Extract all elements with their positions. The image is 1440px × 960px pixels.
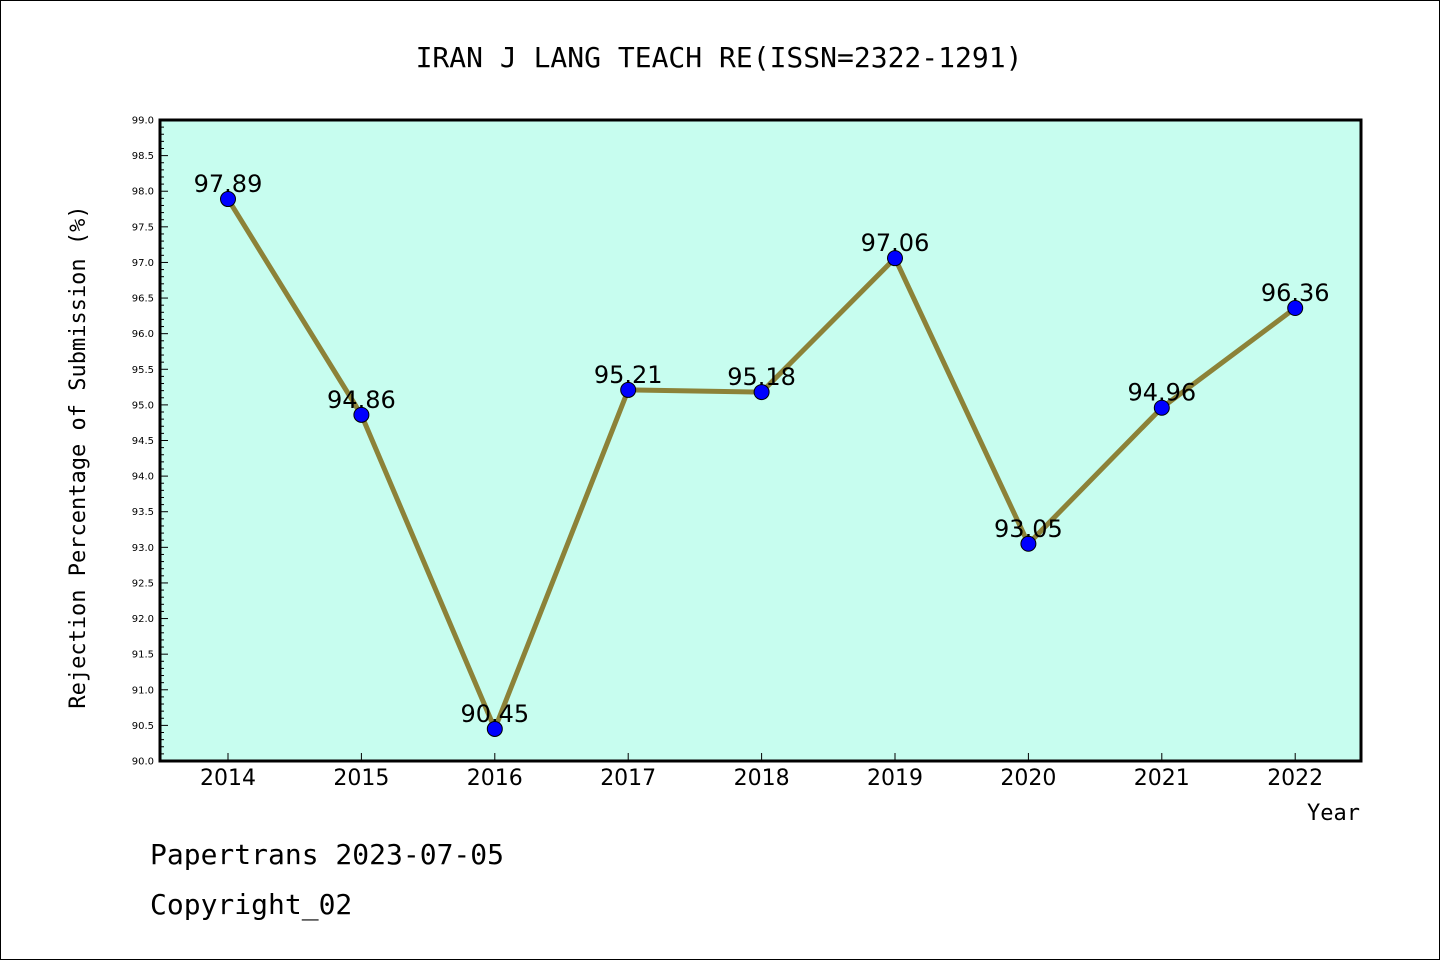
y-tick-label: 94.0 [132, 472, 154, 483]
x-tick-label: 2016 [467, 766, 523, 791]
data-label: 97.89 [194, 170, 263, 198]
x-axis-ticks: 2014 2015 2016 2017 2018 2019 2020 2021 2022 [200, 753, 1323, 791]
y-tick-label: 90.5 [132, 721, 154, 732]
data-point [353, 406, 370, 423]
y-tick-label: 91.5 [132, 650, 154, 661]
y-tick-label: 99.0 [132, 116, 154, 127]
data-point [1287, 300, 1304, 317]
y-tick-label: 97.5 [132, 222, 154, 233]
chart-title: IRAN J LANG TEACH RE(ISSN=2322-1291) [416, 41, 1023, 74]
data-point [753, 384, 770, 401]
y-tick-label: 93.5 [132, 507, 154, 518]
data-point [620, 381, 637, 398]
x-tick-label: 2015 [333, 766, 389, 791]
y-tick-label: 96.0 [132, 329, 154, 340]
x-axis-label: Year [1307, 801, 1360, 826]
data-label: 90.45 [460, 700, 529, 728]
x-tick-label: 2014 [200, 766, 256, 791]
y-tick-label: 96.5 [132, 294, 154, 305]
y-tick-label: 93.0 [132, 543, 154, 554]
y-tick-label: 95.5 [132, 365, 154, 376]
data-point [220, 191, 236, 208]
data-point [1020, 535, 1037, 552]
x-tick-label: 2022 [1267, 766, 1323, 791]
data-label: 95.21 [594, 361, 663, 389]
x-tick-label: 2018 [734, 766, 790, 791]
y-tick-label: 90.0 [132, 757, 154, 768]
x-tick-label: 2021 [1134, 766, 1190, 791]
y-tick-label: 98.0 [132, 187, 154, 198]
y-tick-label: 98.5 [132, 151, 154, 162]
y-axis-label: Rejection Percentage of Submission (%) [66, 205, 91, 708]
y-tick-label: 95.0 [132, 400, 154, 411]
data-labels-group: 97.89 94.86 90.45 95.21 95.18 97.06 93.05 94.96… [194, 170, 1330, 728]
data-point [1153, 399, 1170, 416]
y-axis-ticks: 90.0 90.5 91.0 91.5 92.0 92.5 93.0 93.5 94.0 94.5… [132, 116, 168, 768]
data-point [486, 720, 503, 737]
y-tick-label: 97.0 [132, 258, 154, 269]
series-points-group [220, 191, 1304, 737]
y-tick-label: 92.0 [132, 614, 154, 625]
data-label: 93.05 [994, 515, 1063, 543]
y-tick-label: 91.0 [132, 685, 154, 696]
data-label: 97.06 [861, 229, 930, 257]
footer-line-1: Papertrans 2023-07-05 [150, 838, 504, 871]
footer-line-2: Copyright_02 [150, 888, 352, 922]
x-tick-label: 2020 [1000, 766, 1056, 791]
data-label: 95.18 [727, 363, 796, 391]
x-tick-label: 2017 [600, 766, 656, 791]
x-tick-label: 2019 [867, 766, 923, 791]
data-point [887, 250, 903, 267]
plot-area [158, 118, 1363, 763]
y-tick-label: 94.5 [132, 436, 154, 447]
y-tick-label: 92.5 [132, 578, 154, 589]
data-label: 94.86 [327, 386, 396, 414]
data-label: 94.96 [1127, 379, 1196, 407]
data-label: 96.36 [1261, 279, 1330, 307]
